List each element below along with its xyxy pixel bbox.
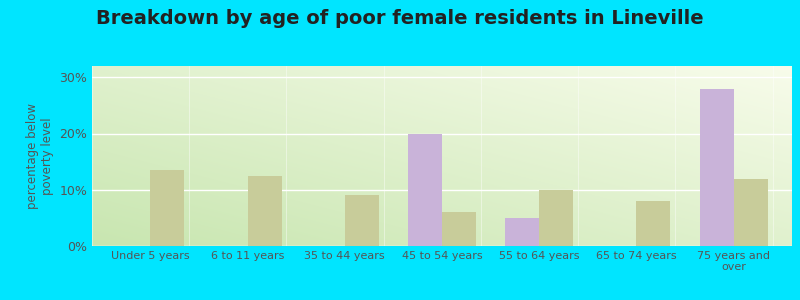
Bar <box>442 212 476 246</box>
Bar <box>150 170 184 246</box>
Bar <box>345 195 379 246</box>
Text: Breakdown by age of poor female residents in Lineville: Breakdown by age of poor female resident… <box>96 9 704 28</box>
Bar <box>247 176 282 246</box>
Bar <box>505 218 539 246</box>
Bar <box>734 178 768 246</box>
Bar <box>637 201 670 246</box>
Bar <box>700 88 734 246</box>
Bar <box>539 190 574 246</box>
Bar <box>408 134 442 246</box>
Y-axis label: percentage below
poverty level: percentage below poverty level <box>26 103 54 209</box>
